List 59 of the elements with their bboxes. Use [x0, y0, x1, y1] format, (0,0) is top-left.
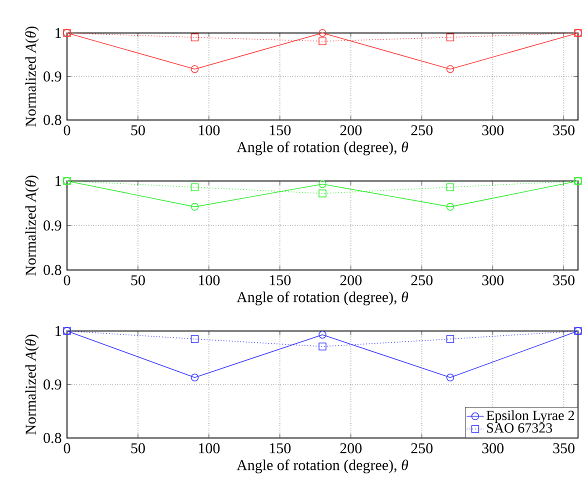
point [190, 335, 199, 343]
x-tick-label: 250 [411, 275, 433, 286]
legend-label: SAO 67323 [487, 423, 552, 433]
point [318, 37, 326, 46]
point [446, 183, 454, 192]
y-tick-label: 0.9 [44, 220, 62, 231]
x-tick-label: 0 [64, 275, 70, 286]
x-tick-label: 350 [553, 443, 574, 454]
point [318, 29, 326, 37]
y-tick-label: 1 [56, 326, 61, 336]
x-tick-label: 50 [131, 443, 145, 454]
x-tick-label: 300 [482, 443, 504, 454]
y-axis-title: Normalized A(θ) [25, 176, 39, 276]
legend-label: Epsilon Lyrae 2 [486, 410, 574, 424]
point [190, 374, 199, 382]
point [446, 33, 454, 42]
x-axis-title: Angle of rotation (degree), θ [236, 460, 408, 474]
y-tick-label: 0.8 [44, 432, 62, 444]
x-tick-label: 0 [64, 443, 70, 454]
point [446, 335, 454, 343]
x-tick-label: 250 [411, 125, 433, 136]
x-axis-title: Angle of rotation (degree), θ [236, 142, 408, 156]
point [190, 183, 199, 192]
point [318, 190, 326, 198]
x-tick-label: 100 [199, 275, 220, 286]
y-tick-label: 1 [56, 176, 61, 186]
x-tick-label: 350 [553, 275, 574, 286]
x-tick-label: 250 [411, 443, 433, 454]
point [318, 180, 326, 188]
x-axis-title: Angle of rotation (degree), θ [236, 292, 408, 306]
x-tick-label: 150 [270, 275, 291, 286]
y-tick-label: 1 [56, 28, 61, 38]
point [446, 374, 454, 382]
point [446, 65, 454, 73]
x-tick-label: 100 [199, 443, 220, 454]
x-tick-label: 50 [131, 125, 145, 136]
y-tick-label: 0.9 [44, 71, 62, 82]
x-tick-label: 150 [270, 125, 291, 136]
y-tick-label: 0.8 [44, 264, 62, 276]
x-tick-label: 200 [340, 443, 362, 454]
y-axis-title: Normalized A(θ) [25, 26, 39, 127]
x-tick-label: 50 [131, 275, 145, 286]
y-axis-title: Normalized A(θ) [25, 334, 39, 435]
point [318, 330, 326, 339]
x-tick-label: 100 [199, 125, 220, 136]
x-tick-label: 0 [64, 125, 70, 136]
x-tick-label: 200 [340, 125, 362, 136]
x-tick-label: 300 [482, 275, 504, 286]
point [446, 202, 454, 211]
point [190, 33, 199, 42]
point [190, 65, 199, 73]
x-tick-label: 200 [340, 275, 362, 286]
y-tick-label: 0.9 [44, 379, 62, 390]
point [190, 202, 199, 211]
x-tick-label: 350 [553, 125, 574, 136]
point [318, 342, 326, 350]
x-tick-label: 300 [482, 125, 504, 136]
x-tick-label: 150 [270, 443, 291, 454]
y-tick-label: 0.8 [44, 114, 62, 126]
